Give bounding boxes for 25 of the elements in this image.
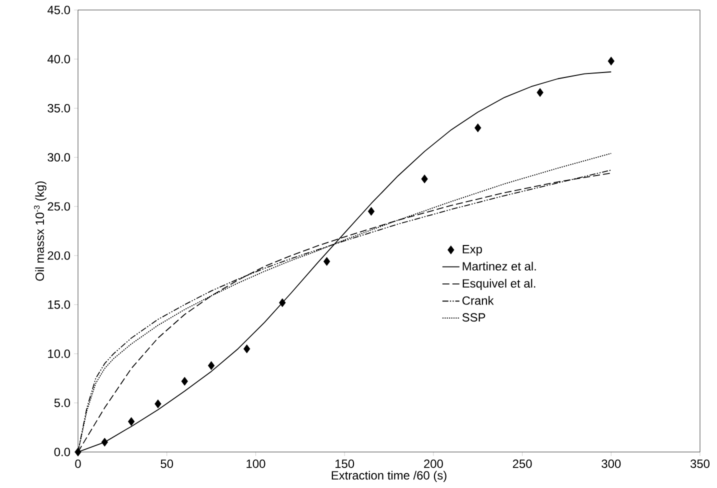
y-tick-label: 40.0 [47, 54, 70, 64]
x-tick-label: 350 [690, 460, 710, 468]
x-tick-label: 200 [424, 460, 443, 468]
x-tick-label: 150 [336, 460, 354, 468]
x-tick-label: 0 [75, 460, 81, 468]
y-tick-label: 0.0 [54, 448, 70, 456]
legend-label: Esquivel et al. [462, 278, 536, 290]
y-tick-label: 20.0 [48, 251, 70, 260]
legend-label: Martinez et al. [462, 262, 536, 271]
y-tick-label: 30.0 [48, 153, 70, 162]
y-tick-label: 10.0 [48, 350, 70, 358]
x-axis-title: Extraction time /60 (s) [332, 470, 446, 482]
y-tick-label: 25.0 [48, 202, 70, 211]
y-tick-label: 15.0 [48, 300, 70, 309]
y-axis-title: Oil massx 10$^{-3}$ (kg) [34, 181, 46, 281]
x-tick-label: 250 [512, 460, 532, 468]
x-tick-label: 100 [246, 460, 266, 468]
x-tick-label: 50 [160, 460, 174, 468]
y-tick-label: 5.0 [54, 398, 70, 408]
legend-label: Crank [462, 296, 494, 305]
y-tick-label: 45.0 [47, 6, 70, 14]
y-tick-label: 35.0 [48, 104, 70, 112]
legend-label: Exp [462, 245, 482, 256]
legend-label: SSP [462, 313, 486, 322]
x-tick-label: 300 [602, 460, 621, 468]
